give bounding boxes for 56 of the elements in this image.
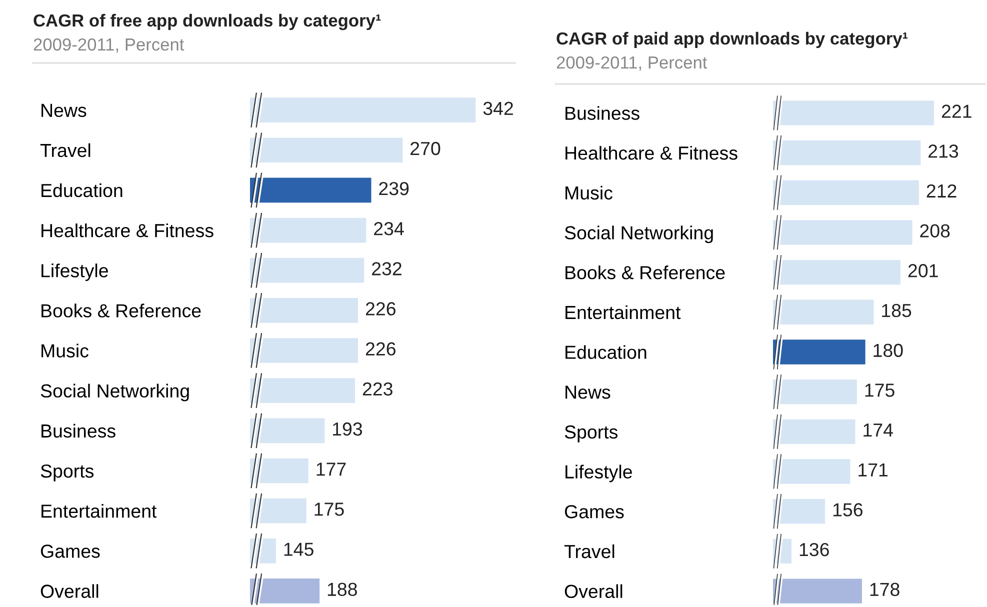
y-tick-label: Travel — [40, 143, 90, 158]
data-label: 208 — [920, 224, 950, 238]
data-label: 212 — [926, 184, 956, 198]
data-label: 223 — [362, 382, 392, 396]
y-tick-label: Education — [566, 345, 646, 359]
y-tick-label: Lifestyle — [42, 264, 108, 282]
chart-subtitle: 2009-2011, Percent — [34, 38, 184, 53]
y-tick-label: Games — [40, 544, 100, 558]
y-tick-label: Social Networking — [40, 384, 189, 402]
data-label: 180 — [874, 344, 903, 358]
data-label: 174 — [864, 424, 893, 437]
y-tick-label: Overall — [40, 584, 98, 598]
data-label: 188 — [328, 582, 357, 596]
y-tick-label: Travel — [564, 544, 614, 558]
data-label: 175 — [314, 502, 344, 516]
data-label: 221 — [942, 104, 972, 118]
y-tick-label: Lifestyle — [566, 464, 632, 482]
data-label: 145 — [284, 542, 314, 556]
data-label: 226 — [366, 302, 396, 316]
chart-title: CAGR of free app downloads by category¹ — [34, 14, 381, 30]
y-tick-label: Overall — [564, 584, 622, 598]
y-tick-label: News — [42, 104, 86, 118]
data-label: 193 — [332, 422, 362, 436]
y-tick-label: Sports — [564, 425, 618, 442]
y-tick-label: Business — [566, 106, 640, 120]
y-tick-label: Music — [566, 186, 612, 200]
y-tick-label: Social Networking — [564, 226, 713, 244]
y-tick-label: Education — [42, 183, 122, 198]
data-label: 175 — [865, 384, 894, 397]
data-label: 136 — [800, 542, 829, 556]
data-label: 232 — [372, 262, 402, 276]
y-tick-label: Games — [564, 505, 624, 518]
data-label: 201 — [908, 264, 938, 278]
data-label: 213 — [928, 144, 958, 158]
y-tick-label: Books & Reference — [566, 266, 725, 280]
y-tick-label: Music — [42, 344, 88, 358]
y-tick-label: News — [566, 386, 610, 399]
data-label: 171 — [858, 463, 888, 476]
data-label: 185 — [882, 304, 912, 318]
data-label: 177 — [316, 462, 346, 476]
data-label: 239 — [379, 182, 409, 196]
y-tick-label: Books & Reference — [42, 304, 201, 318]
chart-title: CAGR of paid app downloads by category¹ — [556, 32, 908, 48]
y-tick-label: Sports — [40, 464, 94, 482]
data-label: 342 — [483, 102, 513, 116]
data-label: 270 — [410, 142, 440, 156]
data-label: 156 — [833, 503, 862, 516]
chart-subtitle: 2009-2011, Percent — [556, 56, 708, 71]
y-tick-label: Entertainment — [566, 305, 681, 320]
y-tick-label: Healthcare & Fitness — [42, 223, 214, 238]
data-label: 234 — [374, 222, 404, 236]
data-label: 178 — [870, 582, 900, 596]
y-tick-label: Business — [42, 424, 116, 438]
y-tick-label: Healthcare & Fitness — [566, 146, 738, 160]
data-label: 226 — [366, 342, 396, 356]
y-tick-label: Entertainment — [42, 504, 157, 518]
